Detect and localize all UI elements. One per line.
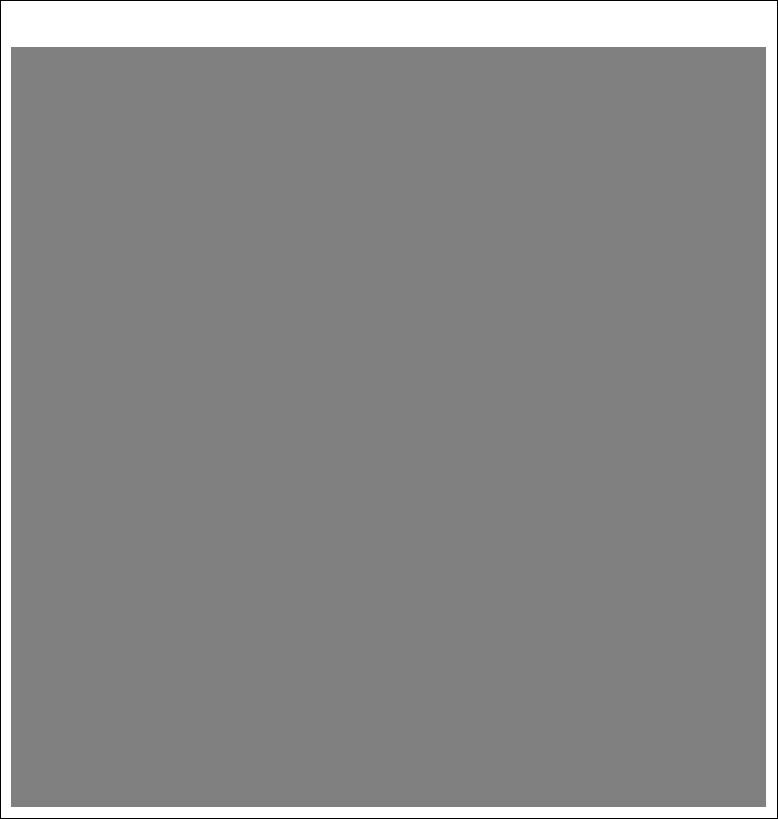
cloud-background	[11, 47, 766, 807]
word-cloud	[11, 47, 766, 807]
